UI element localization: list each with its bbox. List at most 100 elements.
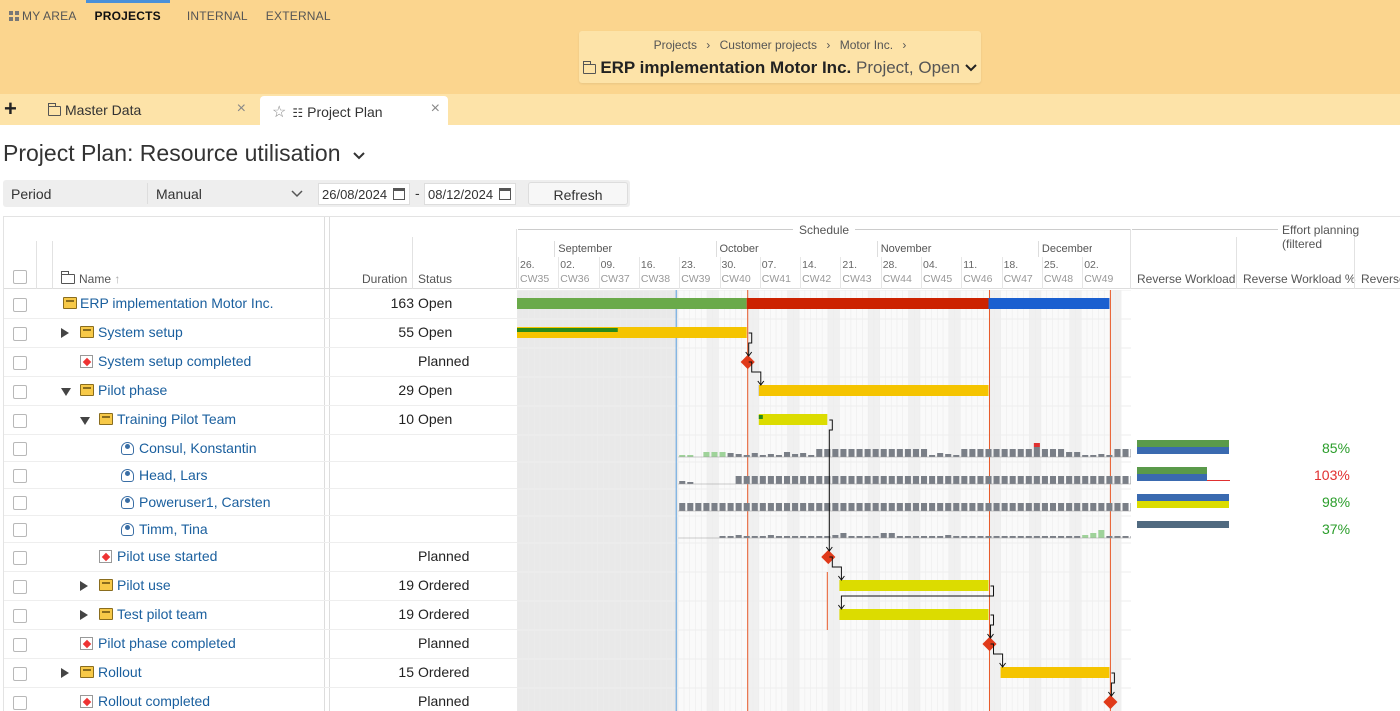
schedule-group-header: Schedule (793, 223, 856, 237)
table-row[interactable]: Test pilot team 19 Ordered (4, 601, 518, 630)
table-row[interactable]: Head, Lars (4, 462, 518, 489)
table-row[interactable]: Rollout completed Planned (4, 688, 518, 711)
row-name[interactable]: System setup completed (98, 353, 252, 369)
expand-icon[interactable] (80, 581, 88, 591)
table-row[interactable]: Pilot use started Planned (4, 543, 518, 572)
chevron-down-icon[interactable] (353, 151, 365, 161)
row-name[interactable]: Pilot phase completed (98, 635, 236, 651)
table-row[interactable]: Training Pilot Team 10 Open (4, 406, 518, 435)
row-checkbox[interactable] (13, 355, 27, 370)
column-reverse[interactable]: Reverse (1361, 272, 1400, 286)
row-checkbox[interactable] (13, 495, 27, 510)
utilisation-bar (783, 536, 791, 538)
project-title[interactable]: ERP implementation Motor Inc. Project, O… (579, 58, 981, 78)
row-name[interactable]: Poweruser1, Carsten (139, 494, 271, 510)
nav-external[interactable]: EXTERNAL (265, 9, 331, 23)
day-column (626, 290, 633, 711)
table-row[interactable]: Pilot use 19 Ordered (4, 572, 518, 601)
row-checkbox[interactable] (13, 637, 27, 652)
utilisation-bar (687, 503, 694, 511)
row-checkbox[interactable] (13, 413, 27, 428)
close-icon[interactable]: × (236, 100, 246, 117)
column-duration[interactable]: Duration (362, 272, 408, 286)
breadcrumb-motor-inc[interactable]: Motor Inc. (839, 38, 894, 52)
row-checkbox[interactable] (13, 695, 27, 710)
row-checkbox[interactable] (13, 384, 27, 399)
sort-up-icon[interactable]: ↑ (114, 272, 121, 286)
table-row[interactable]: Pilot phase 29 Open (4, 377, 518, 406)
collapse-icon[interactable] (61, 388, 71, 396)
table-row[interactable]: System setup completed Planned (4, 348, 518, 377)
row-checkbox[interactable] (13, 579, 27, 594)
breadcrumb-customer-projects[interactable]: Customer projects (719, 38, 818, 52)
row-name[interactable]: Rollout completed (98, 693, 211, 709)
star-icon[interactable]: ☆ (272, 104, 287, 121)
row-name[interactable]: Test pilot team (117, 606, 208, 622)
utilisation-bar (792, 476, 799, 484)
utilisation-bar (711, 452, 718, 457)
utilisation-bar (929, 503, 936, 511)
period-label: Period (11, 186, 52, 202)
expand-icon[interactable] (80, 610, 88, 620)
period-select[interactable]: Manual (147, 183, 311, 204)
column-reverse-workload-percent[interactable]: Reverse Workload % (1243, 272, 1356, 286)
folder-icon (80, 384, 94, 396)
chevron-down-icon[interactable] (964, 63, 977, 73)
close-icon[interactable]: × (430, 100, 440, 117)
collapse-icon[interactable] (80, 417, 90, 425)
month-label: September (556, 243, 615, 255)
row-checkbox[interactable] (13, 522, 27, 537)
row-name[interactable]: Training Pilot Team (117, 411, 237, 427)
nav-projects[interactable]: PROJECTS (85, 0, 170, 30)
row-checkbox[interactable] (13, 326, 27, 341)
table-row[interactable]: System setup 55 Open (4, 319, 518, 348)
column-status[interactable]: Status (418, 272, 453, 286)
week-label: 09. CW37 (601, 258, 630, 286)
row-name[interactable]: Timm, Tina (139, 521, 208, 537)
splitter[interactable] (324, 217, 330, 711)
utilisation-bar (977, 476, 984, 484)
row-name[interactable]: Head, Lars (139, 467, 208, 483)
date-from-input[interactable]: 26/08/2024 (318, 183, 410, 205)
nav-internal[interactable]: INTERNAL (186, 9, 248, 23)
day-column (954, 290, 961, 711)
table-row[interactable]: ERP implementation Motor Inc. 163 Open (4, 290, 518, 319)
row-name[interactable]: ERP implementation Motor Inc. (80, 295, 274, 311)
utilisation-bar (1074, 452, 1081, 457)
table-row[interactable]: Poweruser1, Carsten (4, 489, 518, 516)
utilisation-bar (703, 503, 710, 511)
row-name[interactable]: Consul, Konstantin (139, 440, 257, 456)
column-reverse-workload[interactable]: Reverse Workload (1137, 272, 1236, 286)
row-name[interactable]: System setup (98, 324, 183, 340)
row-checkbox[interactable] (13, 550, 27, 565)
row-name[interactable]: Rollout (98, 664, 142, 680)
refresh-button[interactable]: Refresh (528, 182, 628, 205)
table-row[interactable]: Consul, Konstantin (4, 435, 518, 462)
table-row[interactable]: Pilot phase completed Planned (4, 630, 518, 659)
row-name[interactable]: Pilot phase (98, 382, 168, 398)
arrow-head (838, 604, 845, 610)
select-all-checkbox[interactable] (13, 270, 27, 284)
table-row[interactable]: Rollout 15 Ordered (4, 659, 518, 688)
row-name[interactable]: Pilot use started (117, 548, 218, 564)
expand-icon[interactable] (61, 328, 69, 338)
breadcrumb-projects[interactable]: Projects (653, 38, 697, 52)
row-checkbox[interactable] (13, 297, 27, 312)
row-checkbox[interactable] (13, 468, 27, 483)
column-name[interactable]: Name ↑ (60, 271, 121, 286)
page-title[interactable]: Project Plan: Resource utilisation (3, 140, 365, 167)
tab-master-data[interactable]: Master Data × (36, 96, 254, 125)
expand-icon[interactable] (61, 668, 69, 678)
add-tab-icon[interactable]: + (4, 96, 17, 121)
nav-my-area[interactable]: MY AREA (0, 0, 86, 30)
row-checkbox[interactable] (13, 441, 27, 456)
calendar-icon[interactable] (499, 188, 511, 200)
date-to-input[interactable]: 08/12/2024 (424, 183, 516, 205)
table-row[interactable]: Timm, Tina (4, 516, 518, 543)
row-checkbox[interactable] (13, 666, 27, 681)
row-name[interactable]: Pilot use (117, 577, 171, 593)
calendar-icon[interactable] (393, 188, 405, 200)
row-checkbox[interactable] (13, 608, 27, 623)
tab-project-plan[interactable]: ☆ ☷ Project Plan × (260, 96, 448, 125)
utilisation-bar (961, 503, 968, 511)
